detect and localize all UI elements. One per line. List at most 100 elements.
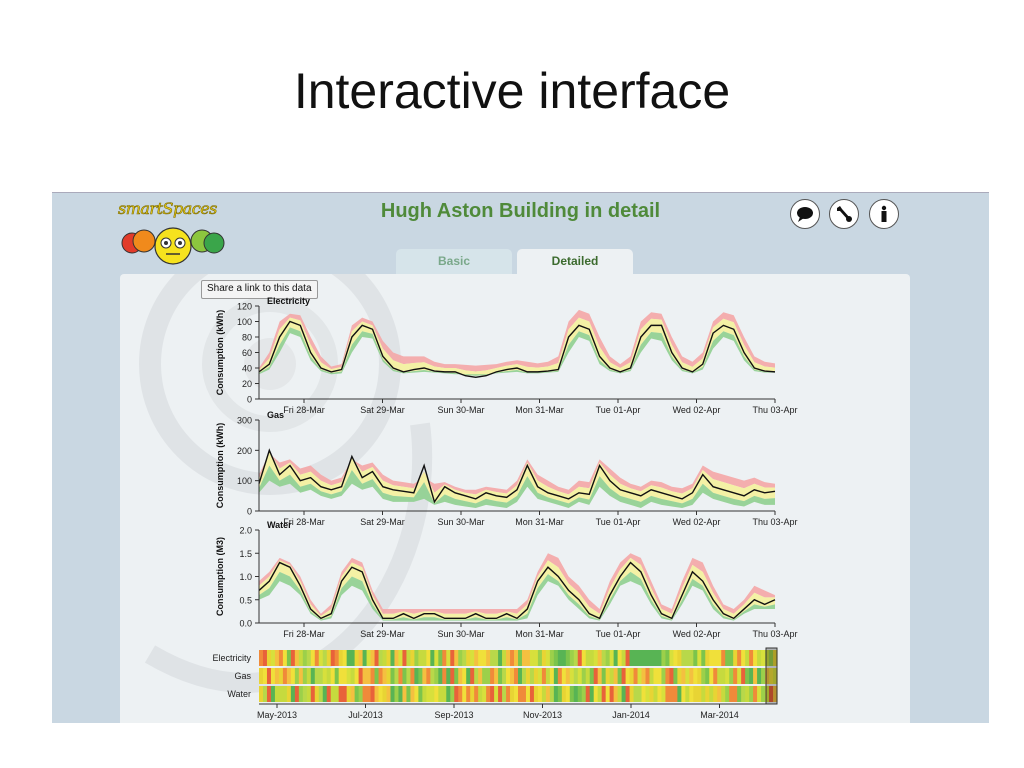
heatmap-cell	[386, 686, 392, 702]
heatmap-cell	[474, 668, 479, 684]
heatmap-cell	[510, 686, 515, 702]
heatmap-cell	[502, 686, 507, 702]
chart-gas-xtick-label: Sat 29-Mar	[360, 517, 405, 527]
heatmap-cell	[609, 668, 615, 684]
smartspaces-logo: smartSpaces	[118, 199, 228, 269]
chart-electricity-xtick-label: Tue 01-Apr	[596, 405, 641, 415]
heatmap-cell	[446, 668, 451, 684]
heatmap-cell	[729, 650, 734, 666]
heatmap-cell	[366, 686, 372, 702]
heatmap-cell	[649, 650, 655, 666]
heatmap-cell	[557, 650, 563, 666]
heatmap-cell	[749, 686, 754, 702]
heatmap-cell	[737, 650, 742, 666]
heatmap-cell	[637, 686, 643, 702]
slide-title: Interactive interface	[293, 63, 731, 119]
heatmap-cell	[629, 668, 635, 684]
app-screenshot: smartSpaces Hugh Aston Building in detai…	[52, 192, 989, 723]
heatmap-cell	[749, 668, 754, 684]
heatmap-cell	[450, 650, 455, 666]
heatmap-cell	[649, 668, 655, 684]
heatmap-cell	[342, 650, 348, 666]
heatmap-cell	[458, 686, 463, 702]
heatmap-cell	[430, 686, 435, 702]
heatmap-cell	[318, 686, 324, 702]
heatmap-cell	[521, 686, 527, 702]
heatmap-cell	[649, 686, 655, 702]
heatmap-cell	[482, 650, 487, 666]
heatmap-cell	[645, 650, 651, 666]
chart-gas-xtick-label: Fri 28-Mar	[283, 517, 325, 527]
heatmap-cell	[506, 686, 511, 702]
heatmap-cell	[721, 668, 726, 684]
heatmap-cell	[282, 668, 288, 684]
heatmap-xtick-label: Jan-2014	[612, 710, 650, 720]
heatmap-cell	[450, 686, 455, 702]
tab-basic[interactable]: Basic	[396, 249, 512, 274]
heatmap-cell	[290, 686, 296, 702]
heatmap-cell	[278, 686, 284, 702]
heatmap-cell	[705, 686, 710, 702]
chart-gas-xtick-label: Wed 02-Apr	[673, 517, 721, 527]
tab-detailed[interactable]: Detailed	[517, 249, 633, 274]
heatmap-cell	[330, 686, 336, 702]
heatmap-cell	[573, 668, 579, 684]
heatmap-cell	[717, 668, 722, 684]
comment-icon[interactable]	[790, 199, 820, 229]
heatmap-cell	[406, 668, 412, 684]
heatmap-cell	[302, 650, 308, 666]
share-link-button[interactable]: Share a link to this data	[201, 280, 318, 299]
heatmap-cell	[661, 650, 667, 666]
heatmap-cell	[446, 650, 451, 666]
heatmap-cell	[334, 686, 340, 702]
heatmap-cell	[689, 650, 694, 666]
chart-gas-mid-band	[259, 451, 775, 504]
heatmap-cell	[621, 668, 627, 684]
heatmap-cell	[641, 686, 647, 702]
wrench-icon[interactable]	[829, 199, 859, 229]
heatmap-cell	[350, 650, 356, 666]
chart-gas-ytick-label: 200	[237, 446, 252, 456]
heatmap-cell	[565, 686, 571, 702]
heatmap-cell	[589, 686, 595, 702]
heatmap-cell	[553, 686, 559, 702]
heatmap-cell	[533, 668, 539, 684]
heatmap-cell	[665, 650, 671, 666]
heatmap-cell	[498, 650, 503, 666]
heatmap-cell	[593, 650, 599, 666]
heatmap-cell	[529, 650, 535, 666]
heatmap-cell	[502, 668, 507, 684]
heatmap-cell	[362, 686, 368, 702]
heatmap-cell	[394, 650, 400, 666]
heatmap-cell	[537, 686, 543, 702]
heatmap-cell	[581, 686, 587, 702]
heatmap-cell	[414, 650, 419, 666]
heatmap-cell	[677, 668, 682, 684]
heatmap-xtick-label: Sep-2013	[434, 710, 473, 720]
heatmap-cell	[346, 650, 352, 666]
heatmap-cell	[342, 668, 348, 684]
heatmap-cell	[673, 650, 678, 666]
heatmap-cell	[721, 650, 726, 666]
chart-electricity-xtick-label: Thu 03-Apr	[752, 405, 797, 415]
info-icon[interactable]	[869, 199, 899, 229]
heatmap-cell	[286, 650, 292, 666]
heatmap-cell	[362, 668, 368, 684]
heatmap-cell	[438, 668, 443, 684]
heatmap-cell	[773, 686, 778, 702]
heatmap-cell	[697, 668, 702, 684]
heatmap-cell	[753, 686, 758, 702]
heatmap-cell	[259, 686, 264, 702]
chart-water-ylabel: Consumption (M3)	[215, 537, 225, 616]
heatmap-cell	[358, 668, 364, 684]
heatmap-cell	[685, 650, 690, 666]
heatmap-cell	[266, 668, 272, 684]
heatmap-cell	[697, 650, 702, 666]
heatmap-cell	[757, 686, 762, 702]
chart-gas-ytick-label: 300	[237, 416, 252, 426]
heatmap-cell	[490, 686, 495, 702]
chart-water-xtick-label: Sat 29-Mar	[360, 629, 405, 639]
heatmap-cell	[673, 686, 678, 702]
heatmap-cell	[370, 686, 376, 702]
heatmap-cell	[406, 650, 412, 666]
